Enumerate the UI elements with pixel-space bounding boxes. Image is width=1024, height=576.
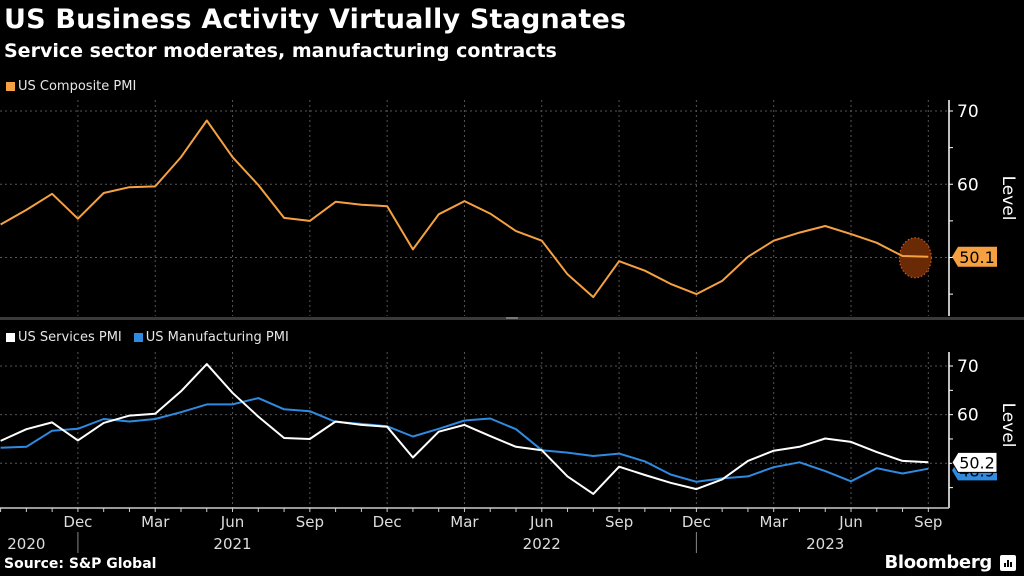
last-value-text: 50.2	[959, 453, 995, 472]
bloomberg-chart-icon	[1000, 555, 1016, 571]
bloomberg-logo: Bloomberg	[884, 552, 992, 573]
y-tick-label: 70	[957, 102, 979, 122]
x-tick-label: Dec	[373, 513, 402, 531]
x-year-label: 2022	[523, 535, 561, 553]
series-line-us-composite-pmi	[0, 119, 929, 299]
y-tick-label: 70	[957, 357, 979, 377]
x-year-label: 2021	[213, 535, 251, 553]
x-tick-label: Sep	[605, 513, 633, 531]
x-tick-label: Mar	[450, 513, 479, 531]
x-tick-label: Jun	[220, 513, 244, 531]
legend-label-manufacturing: US Manufacturing PMI	[145, 330, 289, 345]
source-note: Source: S&P Global	[4, 556, 157, 572]
y-axis-label: Level	[998, 403, 1018, 448]
bottom-legend: US Services PMI US Manufacturing PMI	[6, 330, 301, 345]
series-line-us-manufacturing-pmi	[0, 397, 929, 483]
series-line-us-services-pmi	[0, 363, 929, 495]
chart-subtitle: Service sector moderates, manufacturing …	[4, 40, 557, 62]
legend-swatch-manufacturing	[133, 333, 143, 342]
legend-label-composite: US Composite PMI	[18, 79, 137, 94]
x-tick-label: Dec	[63, 513, 92, 531]
legend-item-composite: US Composite PMI	[6, 79, 136, 94]
x-tick-label: Mar	[760, 513, 789, 531]
legend-item-services: US Services PMI	[6, 330, 122, 345]
legend-label-services: US Services PMI	[18, 330, 122, 345]
x-tick-label: Dec	[682, 513, 711, 531]
bottom-panel: 7060Level48.950.2	[0, 352, 1018, 508]
x-tick-label: Jun	[529, 513, 553, 531]
last-value-text: 50.1	[959, 248, 995, 267]
legend-swatch-services	[6, 333, 15, 342]
last-value-label: 50.2	[951, 451, 998, 473]
x-year-label: 2020	[7, 535, 45, 553]
last-value-tag	[952, 246, 997, 267]
chart-title: US Business Activity Virtually Stagnates	[4, 4, 627, 35]
y-tick-label: 60	[957, 175, 979, 195]
panel-resize-handle	[506, 317, 518, 319]
x-tick-label: Sep	[914, 513, 942, 531]
legend-item-manufacturing: US Manufacturing PMI	[133, 330, 289, 345]
x-tick-label: Mar	[141, 513, 170, 531]
last-value-tag	[951, 451, 998, 473]
top-legend: US Composite PMI	[6, 79, 148, 94]
x-tick-label: Jun	[838, 513, 862, 531]
last-value-label: 50.1	[952, 246, 997, 267]
highlight-circle	[898, 237, 932, 279]
top-panel: 70 60 Level 50.1	[0, 100, 1018, 316]
x-tick-label: Sep	[296, 513, 324, 531]
y-axis-label: Level	[998, 176, 1018, 221]
legend-swatch-composite	[6, 82, 15, 91]
y-tick-label: 60	[957, 406, 979, 426]
x-year-label: 2023	[806, 535, 844, 553]
